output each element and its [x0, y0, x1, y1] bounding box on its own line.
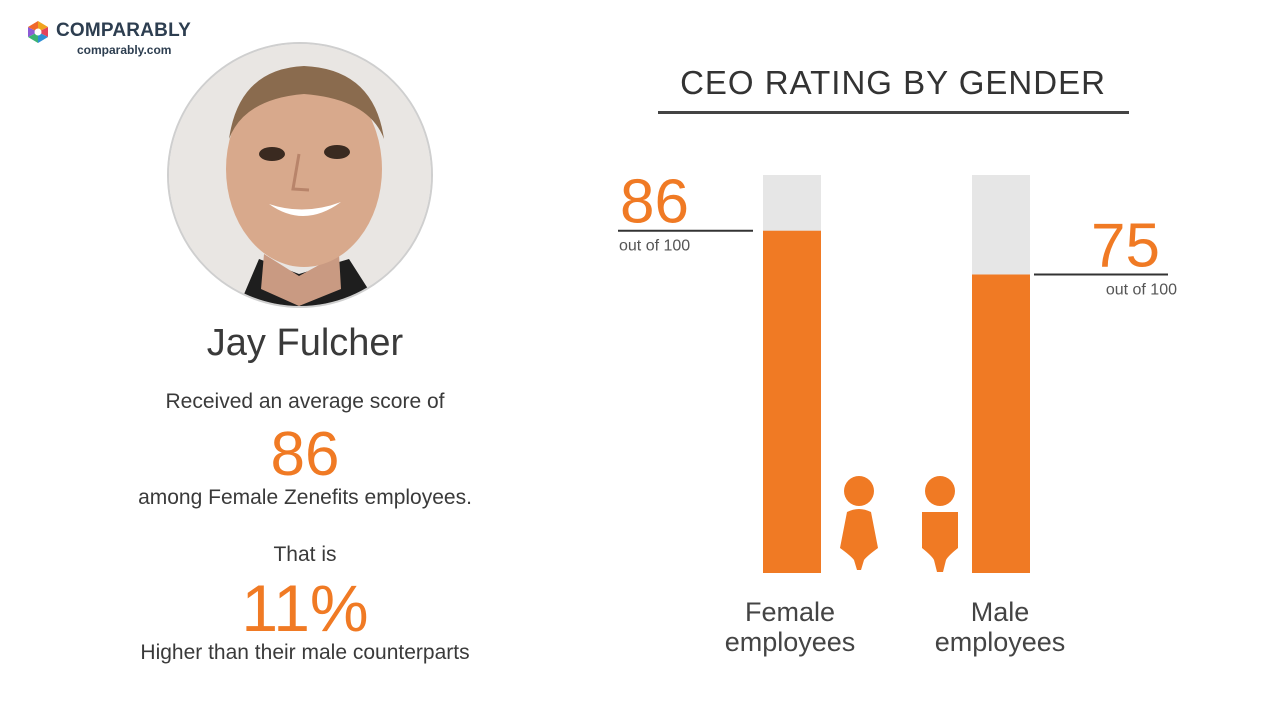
- bar: [972, 274, 1030, 573]
- female-person-icon-body: [840, 509, 878, 570]
- value-label: 75: [1091, 212, 1160, 281]
- chart-title: CEO RATING BY GENDER: [680, 64, 1106, 101]
- comparably-logo-icon: [28, 21, 48, 43]
- male-person-icon: [925, 476, 955, 506]
- category-label: Female: [745, 597, 835, 627]
- ceo-portrait-icon: [169, 44, 431, 306]
- comparison-text: Higher than their male counterparts: [140, 641, 470, 664]
- bar: [763, 230, 821, 573]
- score-group-text: among Female Zenefits employees.: [138, 486, 472, 509]
- category-label: Male: [971, 597, 1030, 627]
- ceo-photo: [167, 42, 433, 308]
- male-person-icon-body: [922, 512, 958, 572]
- value-label: 86: [620, 168, 689, 237]
- value-caption: out of 100: [1106, 282, 1177, 299]
- brand-url: comparably.com: [77, 43, 172, 57]
- value-caption: out of 100: [619, 238, 690, 255]
- comparably-logo: COMPARABLY comparably.com: [26, 18, 226, 62]
- comparison-intro-text: That is: [273, 543, 337, 566]
- chart-title-rule: [658, 111, 1129, 114]
- average-score: 86: [270, 420, 340, 489]
- ceo-name: Jay Fulcher: [206, 322, 404, 364]
- female-person-icon: [844, 476, 874, 506]
- brand-name: COMPARABLY: [56, 20, 192, 41]
- difference-percent: 11%: [241, 571, 369, 645]
- category-label: employees: [725, 627, 856, 657]
- score-intro-text: Received an average score of: [165, 390, 445, 413]
- category-label: employees: [935, 627, 1066, 657]
